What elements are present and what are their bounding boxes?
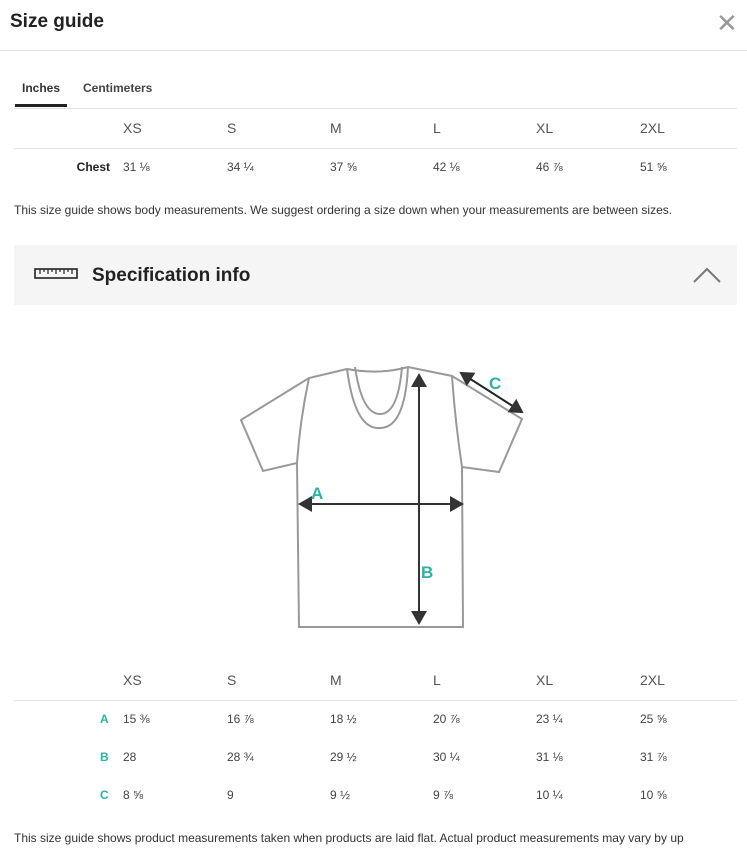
table-cell: 23 ¼ — [536, 712, 563, 726]
size-header-s: S — [227, 672, 237, 688]
tshirt-outline — [239, 366, 524, 628]
size-header-s: S — [227, 120, 237, 136]
close-icon[interactable]: ✕ — [716, 8, 738, 38]
size-header-xl: XL — [536, 120, 554, 136]
table-cell: 15 ⅜ — [123, 712, 150, 726]
table-cell: 10 ⅝ — [640, 788, 667, 802]
table-cell: 29 ½ — [330, 750, 357, 764]
size-header-2xl: 2XL — [640, 120, 665, 136]
size-header-xl: XL — [536, 672, 554, 688]
active-tab-indicator — [15, 104, 67, 107]
size-header-2xl: 2XL — [640, 672, 665, 688]
size-header-l: L — [433, 120, 441, 136]
size-header-xs: XS — [123, 672, 142, 688]
table-cell: 9 ⅞ — [433, 788, 454, 802]
diagram-label-a: A — [311, 484, 324, 503]
table-cell: 20 ⅞ — [433, 712, 460, 726]
table-cell: 31 ⅛ — [536, 750, 563, 764]
size-header-m: M — [330, 120, 342, 136]
table-cell: 42 ⅛ — [433, 160, 460, 174]
table-cell: 34 ¼ — [227, 160, 254, 174]
tab-inches[interactable]: Inches — [22, 81, 61, 95]
table-cell: 46 ⅞ — [536, 160, 563, 174]
row-label: B — [100, 750, 109, 764]
row-label: A — [100, 712, 109, 726]
chevron-up-icon[interactable] — [692, 265, 722, 285]
header-divider — [0, 50, 747, 51]
table-cell: 37 ⅝ — [330, 160, 357, 174]
diagram-label-c: C — [489, 374, 502, 393]
size-header-m: M — [330, 672, 342, 688]
diagram-label-b: B — [421, 563, 434, 582]
table-cell: 9 — [227, 788, 234, 802]
row-label: Chest — [76, 160, 110, 174]
specification-title: Specification info — [92, 265, 251, 286]
table-cell: 30 ¼ — [433, 750, 460, 764]
table-cell: 31 ⅞ — [640, 750, 667, 764]
table-cell: 25 ⅝ — [640, 712, 667, 726]
table-cell: 51 ⅝ — [640, 160, 667, 174]
row-label: C — [100, 788, 109, 802]
table-cell: 28 — [123, 750, 137, 764]
product-note: This size guide shows product measuremen… — [14, 831, 684, 845]
table-cell: 31 ⅛ — [123, 160, 150, 174]
tab-centimeters[interactable]: Centimeters — [83, 81, 153, 95]
size-header-l: L — [433, 672, 441, 688]
specification-panel-header[interactable] — [14, 245, 737, 305]
size-header-xs: XS — [123, 120, 142, 136]
ruler-icon — [34, 268, 78, 279]
tabs-divider — [14, 108, 737, 109]
table-divider — [14, 700, 737, 701]
table-divider — [14, 148, 737, 149]
body-note: This size guide shows body measurements.… — [14, 203, 673, 217]
table-cell: 8 ⅝ — [123, 788, 144, 802]
table-cell: 28 ¾ — [227, 750, 254, 764]
table-cell: 16 ⅞ — [227, 712, 254, 726]
page-title: Size guide — [10, 11, 104, 32]
table-cell: 10 ¼ — [536, 788, 563, 802]
table-cell: 9 ½ — [330, 788, 351, 802]
table-cell: 18 ½ — [330, 712, 357, 726]
